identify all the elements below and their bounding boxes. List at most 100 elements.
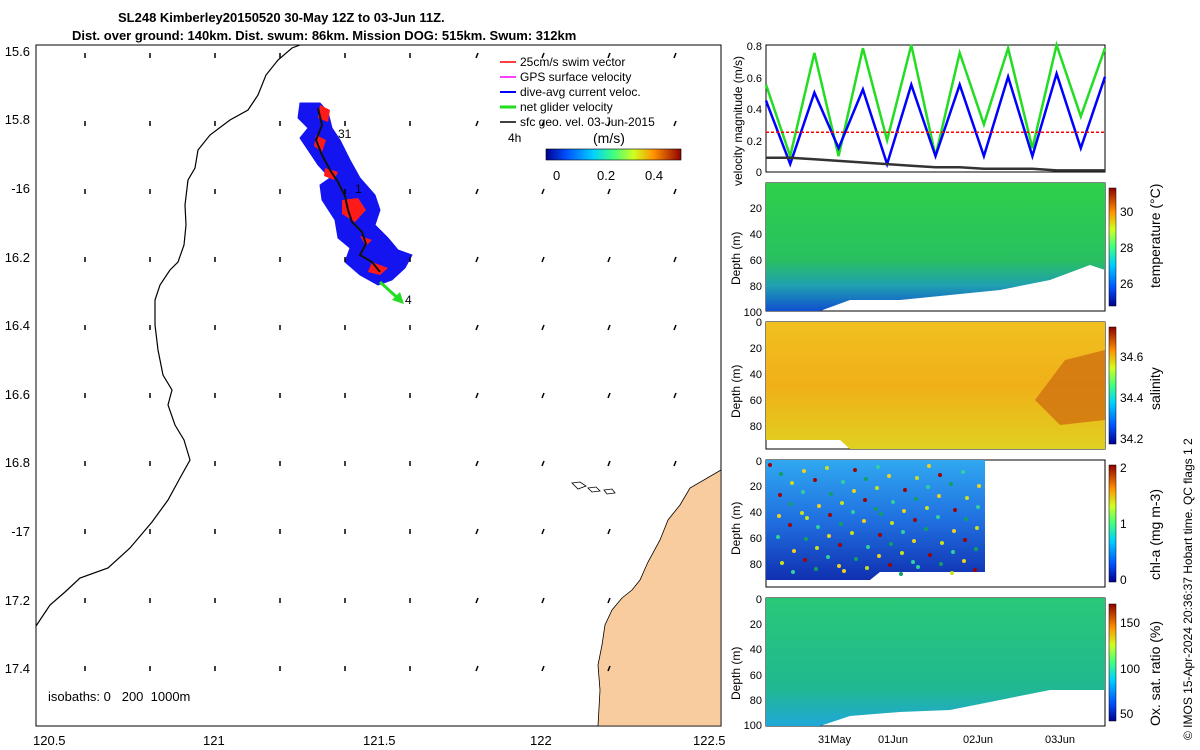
geo-vector-arrow <box>475 120 479 127</box>
geo-vector-arrow <box>475 52 479 59</box>
y-tick: 16.8 <box>5 455 30 470</box>
chl-sample-dot <box>803 558 807 562</box>
chl-sample-dot <box>790 481 794 485</box>
geo-vector-arrow <box>541 52 545 59</box>
geo-vector-arrow <box>475 528 479 535</box>
chl-sample-dot <box>826 555 830 559</box>
chl-sample-dot <box>866 545 870 549</box>
map-plot: 31 1 4 4h (m/s) 0 0.2 0.4 25cm/s swim ve… <box>5 44 726 748</box>
chl-sample-dot <box>837 564 841 568</box>
chl-sample-dot <box>852 489 856 493</box>
geo-vector-arrow <box>607 324 611 331</box>
chl-sample-dot <box>891 500 895 504</box>
depth-tick: 100 <box>744 720 762 732</box>
cbar-tick: 34.2 <box>1120 432 1144 446</box>
chl-sample-dot <box>829 492 833 496</box>
chl-sample-dot <box>815 546 819 550</box>
chl-sample-dot <box>938 473 942 477</box>
chl-sample-dot <box>915 476 919 480</box>
chl-sample-dot <box>802 469 806 473</box>
chl-sample-dot <box>937 494 941 498</box>
land-mass <box>597 469 722 727</box>
colorbar-tick: 0.4 <box>645 168 663 183</box>
velocity-panel: 0.8 0.6 0.4 0.2 0 velocity magnitude (m/… <box>731 40 1107 186</box>
ox-ylabel: Depth (m) <box>729 647 743 700</box>
chl-sample-dot <box>901 530 905 534</box>
chl-sample-dot <box>899 572 903 576</box>
chl-sample-dot <box>965 496 969 500</box>
vel-y-tick: 0.6 <box>747 73 762 85</box>
legend-item: net glider velocity <box>520 100 613 114</box>
chl-sample-dot <box>801 490 805 494</box>
legend-item: 25cm/s swim vector <box>520 55 625 69</box>
chl-sample-dot <box>791 570 795 574</box>
geo-vector-arrow <box>673 52 677 59</box>
depth-tick: 60 <box>750 533 762 545</box>
cbar-tick: 0 <box>1120 573 1127 587</box>
cbar-tick: 1 <box>1120 517 1127 531</box>
depth-tick: 40 <box>750 507 762 519</box>
x-tick: 122.5 <box>693 733 726 748</box>
chl-sample-dot <box>888 563 892 567</box>
time-tick: 03Jun <box>1045 734 1075 746</box>
cbar-tick: 30 <box>1120 205 1134 219</box>
geo-vector-arrow <box>541 324 545 331</box>
chl-sample-dot <box>780 561 784 565</box>
chl-sample-dot <box>778 493 782 497</box>
y-tick: 16.2 <box>5 250 30 265</box>
chl-sample-dot <box>928 553 932 557</box>
chl-sample-dot <box>900 551 904 555</box>
chl-sample-dot <box>975 526 979 530</box>
series-line <box>764 69 1107 169</box>
colorbar-tick: 0.2 <box>597 168 615 183</box>
chl-sample-dot <box>854 557 858 561</box>
depth-tick: 80 <box>750 281 762 293</box>
chl-sample-dot <box>952 529 956 533</box>
sal-cbar-label: salinity <box>1147 367 1163 410</box>
time-tick: 02Jun <box>963 734 993 746</box>
chla-panel: Depth (m) 0 20 40 60 80 2 1 0 chl-a (mg … <box>729 456 1163 588</box>
chl-sample-dot <box>768 463 772 467</box>
geo-vector-arrow <box>673 120 677 127</box>
geo-vector-arrow <box>541 392 545 399</box>
legend-item: sfc geo. vel. 03-Jun-2015 <box>520 115 655 129</box>
chl-sample-dot <box>936 515 940 519</box>
y-tick: 15.8 <box>5 112 30 127</box>
chl-sample-dot <box>863 498 867 502</box>
depth-tick: 40 <box>750 644 762 656</box>
geo-vector-arrow <box>673 324 677 331</box>
depth-tick: 40 <box>750 369 762 381</box>
chl-sample-dot <box>876 465 880 469</box>
cbar-tick: 34.4 <box>1120 391 1144 405</box>
chl-sample-dot <box>951 550 955 554</box>
chl-sample-dot <box>973 568 977 572</box>
geo-vector-arrow <box>607 665 611 672</box>
chl-sample-dot <box>777 514 781 518</box>
chl-sample-dot <box>813 478 817 482</box>
geo-vector-arrow <box>541 460 545 467</box>
vel-ylabel: velocity magnitude (m/s) <box>731 56 745 186</box>
isobaths-note: isobaths: 0 200 1000m <box>48 689 190 704</box>
chl-sample-dot <box>851 510 855 514</box>
geo-vector-arrow <box>541 188 545 195</box>
depth-tick: 80 <box>750 559 762 571</box>
chl-sample-dot <box>903 488 907 492</box>
chl-sample-dot <box>804 537 808 541</box>
chart-title-line1: SL248 Kimberley20150520 30-May 12Z to 03… <box>118 10 445 25</box>
chl-sample-dot <box>924 527 928 531</box>
chl-sample-dot <box>825 466 829 470</box>
chl-sample-dot <box>805 516 809 520</box>
depth-tick: 60 <box>750 670 762 682</box>
colorbar-tick: 0 <box>553 168 560 183</box>
geo-vector-arrow <box>673 256 677 263</box>
track-label-1: 1 <box>355 182 362 196</box>
chl-sample-dot <box>953 508 957 512</box>
net-velocity-arrowhead <box>392 292 404 304</box>
chl-sample-dot <box>839 522 843 526</box>
chl-cbar-label: chl-a (mg m-3) <box>1147 489 1163 580</box>
cbar-tick: 150 <box>1120 616 1140 630</box>
x-tick: 120.5 <box>33 733 66 748</box>
island <box>587 486 601 493</box>
depth-tick: 0 <box>756 456 762 468</box>
vel-y-tick: 0.2 <box>747 136 762 148</box>
